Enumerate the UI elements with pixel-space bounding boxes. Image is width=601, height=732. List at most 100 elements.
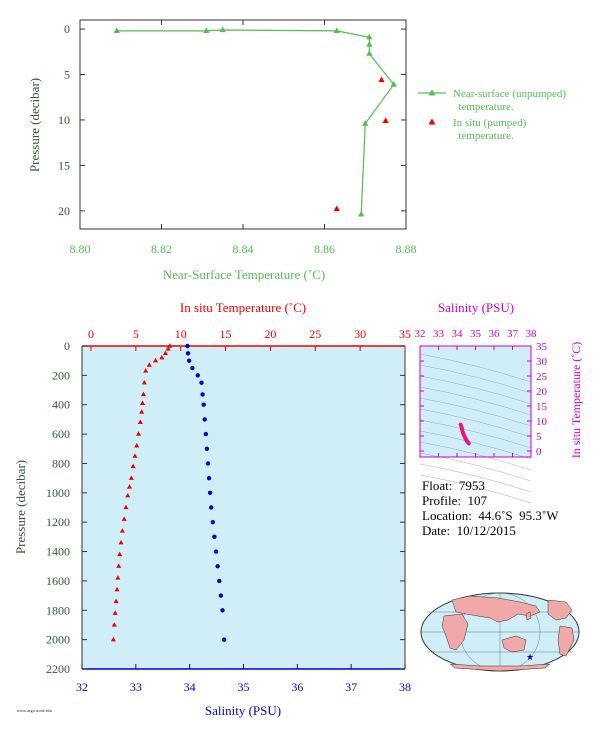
temperature-point bbox=[137, 419, 143, 425]
near-surface-xtick-label: 8.80 bbox=[70, 242, 91, 256]
temperature-point bbox=[159, 354, 165, 360]
temperature-point bbox=[115, 575, 121, 580]
salinity-xtick-label: 35 bbox=[238, 680, 250, 694]
temperature-point bbox=[113, 598, 119, 604]
pressure-ytick-label: 2200 bbox=[46, 662, 70, 676]
temperature-point bbox=[123, 504, 129, 510]
near-surface-point bbox=[203, 27, 210, 34]
ts-xtick-label: 33 bbox=[433, 328, 445, 340]
ts-density-contour bbox=[419, 408, 532, 438]
near-surface-xtick-label: 8.86 bbox=[314, 242, 335, 256]
temperature-point bbox=[134, 443, 140, 448]
temperature-xtick-label: 10 bbox=[175, 327, 187, 341]
temperature-point bbox=[132, 453, 138, 458]
ts-density-contour bbox=[419, 397, 532, 427]
pressure-ytick-label: 2000 bbox=[46, 633, 70, 647]
near-surface-ytick-label: 10 bbox=[58, 113, 70, 127]
ts-ytick-label: 20 bbox=[536, 386, 548, 398]
temperature-point bbox=[114, 586, 120, 592]
legend-in-situ-marker bbox=[428, 118, 436, 125]
pressure-ytick-label: 1400 bbox=[46, 545, 70, 559]
near-surface-point bbox=[358, 210, 365, 217]
credit-text: www.argo.ucsd.edu bbox=[17, 708, 52, 713]
temperature-point bbox=[130, 463, 136, 469]
ts-ytick-label: 5 bbox=[536, 431, 542, 443]
temperature-point bbox=[111, 622, 117, 627]
near-surface-point bbox=[113, 27, 120, 34]
temperature-point bbox=[140, 400, 146, 405]
salinity-point bbox=[201, 402, 206, 407]
ts-density-contour bbox=[419, 430, 532, 460]
ts-density-contour bbox=[419, 353, 532, 383]
ts-density-contour bbox=[419, 375, 532, 405]
map-eurasia bbox=[451, 595, 541, 623]
temperature-point bbox=[162, 350, 168, 356]
temperature-xtick-label: 20 bbox=[264, 327, 276, 341]
temperature-point bbox=[118, 539, 124, 545]
near-surface-xtick-label: 8.88 bbox=[396, 242, 417, 256]
temperature-xtick-label: 5 bbox=[133, 327, 139, 341]
map-japan bbox=[525, 611, 532, 621]
pressure-ytick-label: 400 bbox=[52, 398, 70, 412]
profile-panel: 32 33 34 35 36 37 38 0 5 10 15 20 25 30 35 0 200 400 600 80… bbox=[13, 300, 411, 718]
salinity-point bbox=[206, 475, 212, 481]
float-id: Float: 7953 bbox=[422, 478, 485, 493]
salinity-xtick-label: 37 bbox=[345, 680, 357, 694]
salinity-point bbox=[185, 343, 190, 349]
float-location: Location: 44.6˚S 95.3˚W bbox=[422, 508, 559, 523]
ts-xtick-label: 37 bbox=[507, 328, 519, 340]
near-surface-point bbox=[390, 81, 397, 87]
near-surface-point bbox=[366, 33, 373, 40]
temperature-point bbox=[140, 391, 146, 397]
temperature-point bbox=[110, 636, 116, 642]
near-surface-axes: 8.80 8.82 8.84 8.86 8.88 0 5 10 15 20 bbox=[58, 19, 417, 256]
temperature-point bbox=[112, 610, 118, 615]
temperature-point bbox=[117, 551, 123, 557]
near-surface-ylabel: Pressure (decibar) bbox=[27, 78, 42, 172]
temperature-point bbox=[146, 362, 152, 367]
ts-plot-area bbox=[420, 346, 531, 457]
in-situ-point bbox=[378, 76, 385, 83]
in-situ-point bbox=[333, 205, 340, 212]
ts-ytick-label: 35 bbox=[536, 341, 548, 353]
temperature-xtick-label: 35 bbox=[399, 327, 411, 341]
temperature-point bbox=[139, 409, 145, 414]
near-surface-point bbox=[366, 41, 373, 47]
salinity-xtick-label: 36 bbox=[291, 680, 303, 694]
map-australia bbox=[501, 635, 527, 653]
temperature-xtick-label: 15 bbox=[220, 327, 232, 341]
ts-density-contour bbox=[419, 452, 532, 482]
near-surface-line bbox=[116, 29, 395, 215]
pressure-ytick-label: 200 bbox=[52, 368, 70, 382]
temperature-point bbox=[165, 346, 171, 351]
ts-density-contour bbox=[419, 364, 532, 394]
salinity-point bbox=[195, 373, 200, 378]
temperature-point bbox=[116, 563, 122, 568]
salinity-point bbox=[205, 461, 211, 466]
temperature-point bbox=[153, 357, 159, 363]
salinity-point bbox=[217, 578, 222, 584]
temperature-point bbox=[125, 492, 131, 498]
near-surface-panel: 8.80 8.82 8.84 8.86 8.88 0 5 10 15 20 Near-Surfac… bbox=[27, 19, 566, 282]
ts-density-contour bbox=[419, 386, 532, 416]
temperature-point bbox=[136, 431, 142, 436]
ts-xtick-label: 38 bbox=[526, 328, 538, 340]
ts-density-contour bbox=[419, 463, 532, 493]
temperature-point bbox=[119, 528, 125, 533]
pressure-ytick-label: 1800 bbox=[46, 603, 70, 617]
temperature-point bbox=[167, 343, 173, 348]
salinity-point bbox=[185, 351, 191, 356]
salinity-point bbox=[221, 637, 227, 642]
temperature-point bbox=[127, 484, 133, 489]
legend-in-situ-label-line2: temperature. bbox=[458, 130, 514, 142]
profile-plot-area bbox=[82, 346, 405, 669]
near-surface-xtick-label: 8.82 bbox=[151, 242, 172, 256]
legend-in-situ-label-line1: In situ (pumped) bbox=[453, 117, 527, 129]
near-surface-point bbox=[333, 27, 340, 34]
salinity-xtick-label: 34 bbox=[184, 680, 196, 694]
near-surface-legend: Near-surface (unpumped) temperature. In … bbox=[418, 88, 566, 142]
map-north-america bbox=[547, 599, 573, 621]
salinity-point bbox=[190, 365, 195, 371]
map-antarctica bbox=[449, 663, 551, 672]
temperature-xtick-label: 25 bbox=[309, 327, 321, 341]
